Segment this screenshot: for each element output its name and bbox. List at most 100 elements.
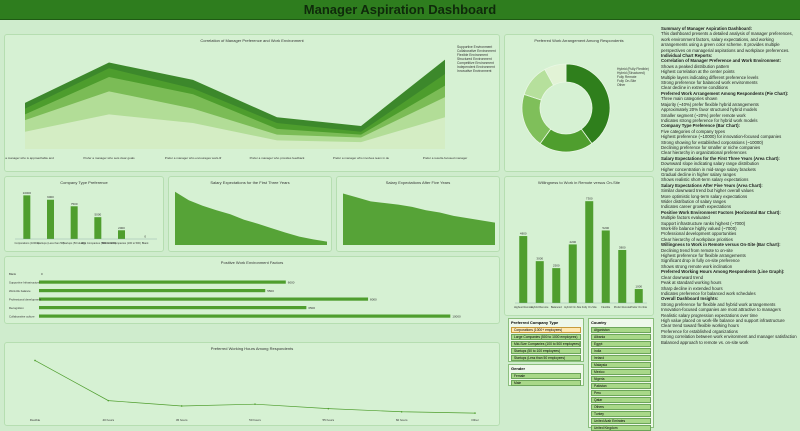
summary-line: Approximately 20% favor structured hybri… (661, 107, 758, 113)
summary-line: Shows a peaked distribution pattern (661, 63, 730, 69)
remote-svg-data-label: 4800 (520, 232, 527, 236)
summary-line: Shows realistic short-term salary expect… (661, 177, 749, 183)
hours-x-tick: 40 hours (102, 418, 114, 422)
pie-slice-0 (565, 63, 611, 145)
remote-onsite-bar-chart: 4800 Highest Remote 3000 Hybrid Remote 2500 B… (514, 197, 648, 309)
correlation-x-tick: Prefer a manager who provides feedback (250, 156, 305, 160)
slicer-item[interactable]: United Arab Emirates (591, 418, 651, 424)
slicer-item[interactable]: United Kingdom (591, 425, 651, 431)
sal3-svg-area (175, 191, 327, 245)
positive-factor-label: Professional development (9, 298, 41, 302)
summary-line: Clear decline in extreme conditions (661, 85, 728, 91)
remote-svg-x-tick: Balanced (551, 305, 562, 309)
company-type-panel[interactable]: Company Type Preference 10000 Corporation… (4, 176, 164, 252)
summary-line: Significant drop in fully on-site prefer… (661, 258, 740, 264)
slicer-item[interactable]: Nigeria (591, 376, 651, 382)
remote-svg-x-tick: Prefer On-Site (630, 305, 647, 309)
remote-svg-x-tick: Fully On-Site (582, 305, 598, 309)
remote-svg-data-label: 1000 (635, 285, 642, 289)
correlation-x-tick: Prefer a manager who encourages work-lif (165, 156, 222, 160)
slicer-item[interactable]: Ireland (591, 355, 651, 361)
summary-line: Five categories of company types (661, 128, 726, 134)
correlation-chart-panel[interactable]: Correlation of Manager Preference and Wo… (4, 34, 500, 172)
slicer-item[interactable]: Startups (Less than 50 employees) (511, 355, 581, 361)
remote-svg-x-tick: Hybrid On-Site (564, 305, 582, 309)
correlation-legend-item: Supportive Environment (457, 45, 493, 49)
company-svg-bar (94, 217, 102, 239)
summary-line: Gradual decline in higher salary ranges (661, 171, 736, 177)
positive-factors-panel[interactable]: Positive Work Environment Factors 0 Blank… (4, 256, 500, 324)
dashboard-title: Manager Aspiration Dashboard (0, 0, 800, 20)
positive-factor-value: 10000 (452, 315, 461, 319)
correlation-legend-item: Independent Environment (457, 65, 495, 69)
remote-svg-x-tick: Flexible (601, 305, 610, 309)
hours-x-tick: 55 hours (322, 418, 334, 422)
gender-slicer[interactable]: Gender Female Male (508, 364, 584, 386)
remote-onsite-panel[interactable]: Willingness to Work in Remote versus On-… (504, 176, 654, 316)
positive-factor-value: 0 (41, 272, 43, 276)
slicer-item[interactable]: Male (511, 380, 581, 386)
remote-onsite-title: Willingness to Work in Remote versus On-… (538, 180, 620, 185)
summary-line: Realistic salary progression expectation… (661, 312, 758, 318)
hours-x-tick: Flexible (30, 418, 41, 422)
positive-factors-title: Positive Work Environment Factors (220, 260, 284, 265)
summary-heading: Preferred Working Hours Among Respondent… (661, 269, 785, 275)
pie-chart-panel[interactable]: Preferred Work Arrangement Among Respond… (504, 34, 654, 172)
positive-factor-value: 5500 (267, 289, 274, 293)
slicer-item[interactable]: Mid-Size Companies (100 to 500 employees… (511, 341, 581, 347)
correlation-x-tick: Prefer a manager who is approachable and (5, 156, 54, 160)
slicer-item[interactable]: Egypt (591, 341, 651, 347)
remote-svg-data-label: 4200 (569, 240, 576, 244)
summary-line: Highest preference (~10000) for innovati… (661, 134, 782, 140)
positive-factor-label: Supportive Infrastructure (9, 281, 40, 285)
slicer-item[interactable]: Female (511, 373, 581, 379)
salary-3yr-panel[interactable]: Salary Expectations for the First Three … (168, 176, 332, 252)
slicer-item[interactable]: Others (591, 404, 651, 410)
summary-line: Peak at standard working hours (661, 280, 722, 286)
remote-svg-data-label: 3000 (536, 257, 543, 261)
summary-heading: Company Type Preference (Bar Chart): (661, 123, 740, 129)
summary-line: Strong showing for established corporati… (661, 139, 764, 145)
positive-factor-value: 6000 (288, 281, 295, 285)
remote-svg-bar (601, 230, 610, 303)
pie-chart-title: Preferred Work Arrangement Among Respond… (534, 38, 624, 43)
country-slicer[interactable]: Country Afganistan Albania Egypt India Irela… (588, 318, 654, 431)
slicer-item[interactable]: Albania (591, 334, 651, 340)
correlation-legend-item: Innovative Environment (457, 69, 492, 73)
correlation-legend-item: Flexible Environment (457, 53, 488, 57)
pie-legend-item: Fully Remote (617, 75, 637, 79)
summary-line: Innovation-focused companies are most at… (661, 307, 781, 313)
slicer-item[interactable]: Pakistan (591, 383, 651, 389)
summary-line: Balanced approach to remote vs. on-site … (661, 339, 749, 345)
summary-line: Professional development opportunities (661, 231, 737, 237)
slicer-item[interactable]: Malaysia (591, 362, 651, 368)
hours-x-tick: Other (471, 418, 479, 422)
slicer-item[interactable]: India (591, 348, 651, 354)
company-type-slicer[interactable]: Preferred Company Type Corporations (100… (508, 318, 584, 362)
company-svg-data-label: 2000 (118, 226, 125, 230)
working-hours-line-chart: Flexible 40 hours 45 hours 50 hours 55 hours… (30, 359, 479, 422)
slicer-item[interactable]: Mexico (591, 369, 651, 375)
summary-line: Strong correlation between work environm… (661, 334, 797, 340)
slicer-item[interactable]: Afganistan (591, 327, 651, 333)
salary-5yr-panel[interactable]: Salary Expectations After Five Years (336, 176, 500, 252)
summary-line: Wider distribution of salary ranges (661, 199, 726, 204)
slicer-item[interactable]: Large Companies (500 to 1000 employees) (511, 334, 581, 340)
remote-svg-bar (552, 268, 561, 303)
positive-factor-bar (39, 306, 307, 310)
slicer-item[interactable]: Peru (591, 390, 651, 396)
remote-svg-bar (519, 236, 528, 303)
summary-line: More optimistic long-term salary expecta… (661, 193, 748, 199)
slicer-item[interactable]: Startups (50 to 100 employees) (511, 348, 581, 354)
summary-line: Similar downward trend but higher overal… (661, 188, 754, 194)
correlation-area-chart: Prefer a manager who is approachable and… (5, 59, 468, 160)
summary-line: Three main categories shown (661, 96, 718, 102)
work-arrangement-donut-chart (521, 63, 611, 153)
summary-text-panel: Summary of Manager Aspiration Dashboard:… (661, 26, 797, 428)
slicer-item[interactable]: Turkey (591, 411, 651, 417)
slicer-item[interactable]: Qatar (591, 397, 651, 403)
working-hours-panel[interactable]: Preferred Working Hours Among Respondent… (4, 342, 500, 426)
remote-svg-data-label: 3800 (619, 245, 626, 249)
slicer-item[interactable]: Corporations (1000+ employees) (511, 327, 581, 333)
correlation-x-tick: Prefer a results-focused manager (423, 156, 468, 160)
